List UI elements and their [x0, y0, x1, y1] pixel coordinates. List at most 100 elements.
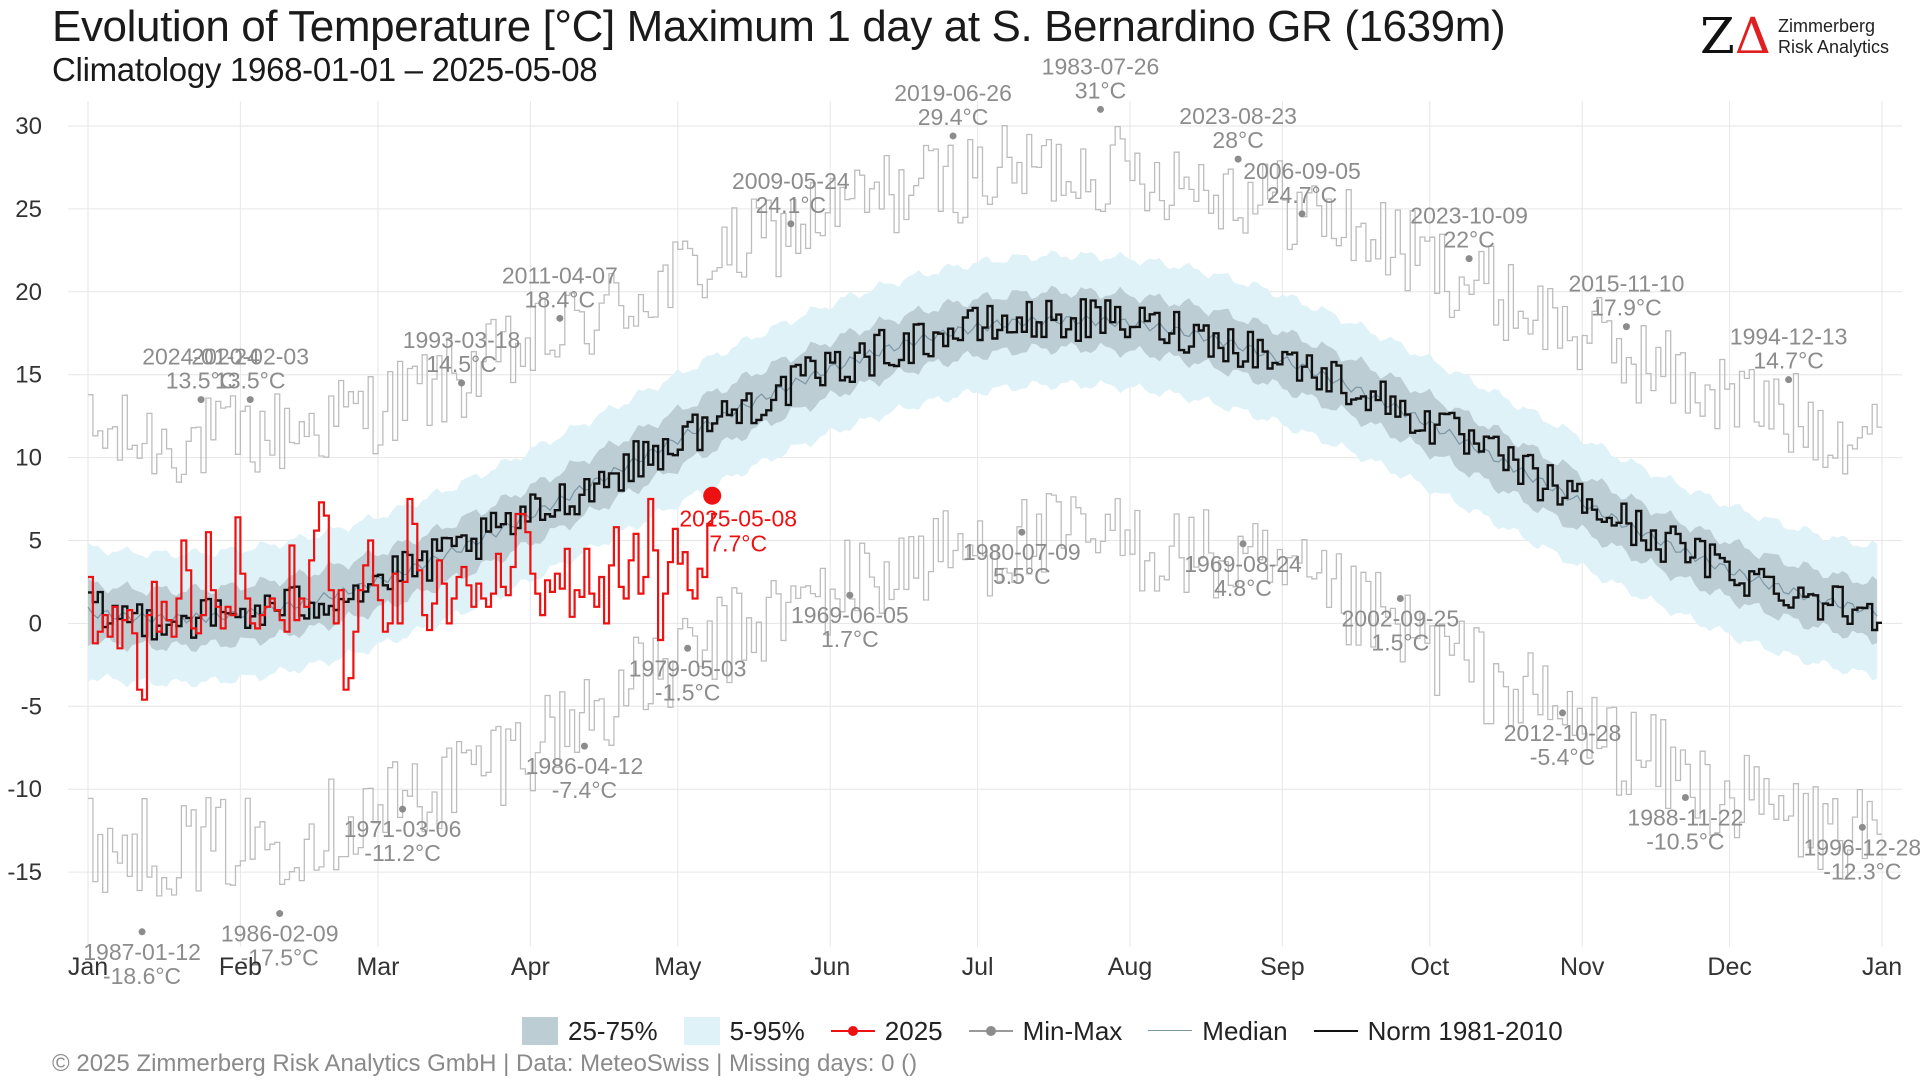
- series-2025: 2025-05-087.7°C: [88, 486, 797, 701]
- record-point: [1622, 323, 1630, 331]
- legend-label-5-95: 5-95%: [729, 1015, 805, 1046]
- series-2025-last-point: [703, 486, 722, 505]
- y-tick-label: -5: [21, 693, 42, 720]
- record-label-value: 18.4°C: [525, 286, 596, 312]
- record-point: [1018, 528, 1026, 536]
- record-point: [1097, 105, 1105, 113]
- record-label-value: -7.4°C: [552, 777, 617, 803]
- record-label-value: 1.5°C: [1371, 630, 1429, 656]
- record-label-value: 24.7°C: [1267, 182, 1338, 208]
- legend-swatch-median: [1148, 1017, 1193, 1045]
- record-point: [1298, 210, 1306, 218]
- legend: 25-75% 5-95% 2025 Min-Max Median Norm 19…: [522, 1011, 1589, 1051]
- series-2025-line: [88, 497, 718, 701]
- y-tick-label: 20: [15, 279, 42, 306]
- legend-swatch-25-75: [522, 1017, 558, 1045]
- x-tick-label: Nov: [1560, 953, 1605, 981]
- min-series-line: [88, 493, 1882, 897]
- legend-item-2025: 2025: [830, 1015, 943, 1047]
- legend-label-2025: 2025: [884, 1015, 943, 1046]
- record-label-value: -18.6°C: [103, 963, 181, 989]
- y-tick-label: 25: [15, 196, 42, 223]
- min-max-series: [88, 125, 1882, 897]
- record-point: [846, 591, 854, 599]
- temperature-chart: 2025-05-087.7°C 2024-01-2413.5°C2020-02-…: [7, 53, 1920, 988]
- record-label-value: 29.4°C: [918, 104, 989, 130]
- record-label-value: 24.1°C: [756, 192, 827, 218]
- record-point: [1785, 376, 1793, 384]
- record-point: [556, 314, 564, 322]
- record-label-date: 2020-02-03: [191, 344, 309, 370]
- series-2025-last-date: 2025-05-08: [679, 506, 797, 532]
- record-point: [580, 742, 588, 750]
- record-label-value: 13.5°C: [215, 368, 286, 394]
- record-label-value: -17.5°C: [241, 945, 319, 971]
- legend-label-min-max: Min-Max: [1022, 1015, 1123, 1046]
- record-label-value: -5.4°C: [1530, 744, 1595, 770]
- record-point: [1396, 595, 1404, 603]
- record-label-date: 1980-07-09: [963, 539, 1081, 565]
- y-tick-label: 10: [15, 445, 42, 472]
- legend-label-norm: Norm 1981-2010: [1367, 1015, 1563, 1046]
- record-point: [276, 910, 284, 918]
- record-label-value: 14.7°C: [1753, 348, 1824, 374]
- record-label-date: 1969-08-24: [1184, 551, 1302, 577]
- record-label-value: 28°C: [1212, 127, 1263, 153]
- record-label-date: 1979-05-03: [629, 655, 747, 681]
- chart-subtitle: Climatology 1968-01-01 – 2025-05-08: [52, 51, 598, 88]
- record-label-value: -10.5°C: [1646, 828, 1724, 854]
- record-label-value: -12.3°C: [1823, 858, 1901, 884]
- norm-series: [88, 298, 1882, 641]
- x-tick-label: Mar: [356, 953, 399, 981]
- record-point: [1234, 155, 1242, 163]
- record-point: [949, 132, 957, 140]
- record-label-date: 2011-04-07: [502, 262, 618, 288]
- record-label-date: 1996-12-28: [1804, 834, 1920, 860]
- record-label-date: 2009-05-24: [732, 168, 850, 194]
- legend-item-min-max: Min-Max: [968, 1015, 1123, 1047]
- logo-text-line1: Zimmerberg: [1778, 16, 1876, 36]
- record-label-value: -1.5°C: [655, 679, 720, 705]
- x-tick-label: May: [654, 953, 702, 981]
- axes-tick-labels: -15 -10 -5 0 5 10 15 20 25 30 Jan Feb Mar Apr May Jun Ju…: [7, 113, 1902, 981]
- record-label-date: 1983-07-26: [1042, 53, 1160, 79]
- legend-swatch-min-max: [968, 1017, 1013, 1045]
- legend-label-median: Median: [1202, 1015, 1288, 1046]
- record-point: [787, 220, 795, 228]
- y-tick-label: 30: [15, 113, 42, 140]
- record-label-date: 1994-12-13: [1730, 324, 1848, 350]
- record-label-date: 2006-09-05: [1243, 158, 1361, 184]
- norm-series-line: [88, 298, 1882, 641]
- record-label-value: 14.5°C: [426, 351, 497, 377]
- record-point: [1858, 823, 1866, 831]
- series-2025-last-value: 7.7°C: [709, 531, 767, 557]
- x-tick-label: Aug: [1108, 953, 1152, 981]
- x-tick-label: Jan: [1862, 953, 1902, 981]
- record-label-date: 1986-04-12: [526, 753, 644, 779]
- record-point: [1681, 793, 1689, 801]
- record-label-date: 1987-01-12: [83, 939, 201, 965]
- x-tick-label: Jan: [68, 953, 108, 981]
- record-label-value: 17.9°C: [1591, 295, 1662, 321]
- legend-swatch-norm: [1313, 1017, 1358, 1045]
- record-label-date: 1986-02-09: [221, 921, 339, 947]
- record-label-date: 1993-03-18: [403, 327, 521, 353]
- legend-item-norm: Norm 1981-2010: [1313, 1015, 1563, 1047]
- x-tick-label: Oct: [1410, 953, 1449, 981]
- record-point: [1239, 540, 1247, 548]
- x-tick-label: Jul: [962, 953, 994, 981]
- x-tick-label: Jun: [810, 953, 850, 981]
- chart-title: Evolution of Temperature [°C] Maximum 1 …: [52, 2, 1506, 51]
- record-label-date: 1988-11-22: [1627, 804, 1743, 830]
- y-tick-label: 15: [15, 362, 42, 389]
- record-label-date: 2002-09-25: [1341, 606, 1459, 632]
- x-tick-label: Sep: [1260, 953, 1304, 981]
- x-tick-label: Apr: [511, 953, 550, 981]
- record-label-value: 22°C: [1443, 227, 1494, 253]
- record-label-date: 2024-01-24: [142, 344, 260, 370]
- legend-swatch-2025: [830, 1017, 875, 1045]
- company-logo: ZΔ Zimmerberg Risk Analytics: [1700, 8, 1900, 68]
- record-label-date: 1971-03-06: [344, 816, 462, 842]
- record-label-value: 13.5°C: [166, 368, 237, 394]
